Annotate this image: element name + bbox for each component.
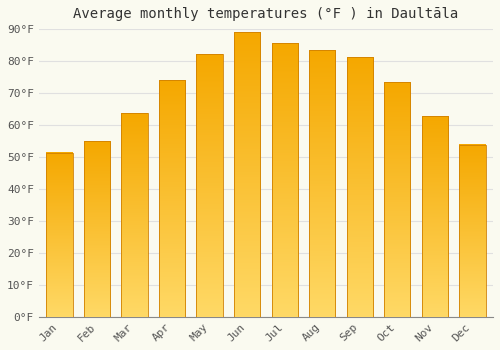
Bar <box>346 57 373 317</box>
Bar <box>159 80 185 317</box>
Bar <box>384 82 410 317</box>
Title: Average monthly temperatures (°F ) in Daultāla: Average monthly temperatures (°F ) in Da… <box>74 7 458 21</box>
Bar <box>309 50 336 317</box>
Bar <box>234 32 260 317</box>
Bar <box>84 141 110 317</box>
Bar <box>46 153 72 317</box>
Bar <box>422 116 448 317</box>
Bar <box>272 43 298 317</box>
Bar <box>122 113 148 317</box>
Bar <box>460 145 485 317</box>
Bar <box>196 54 223 317</box>
